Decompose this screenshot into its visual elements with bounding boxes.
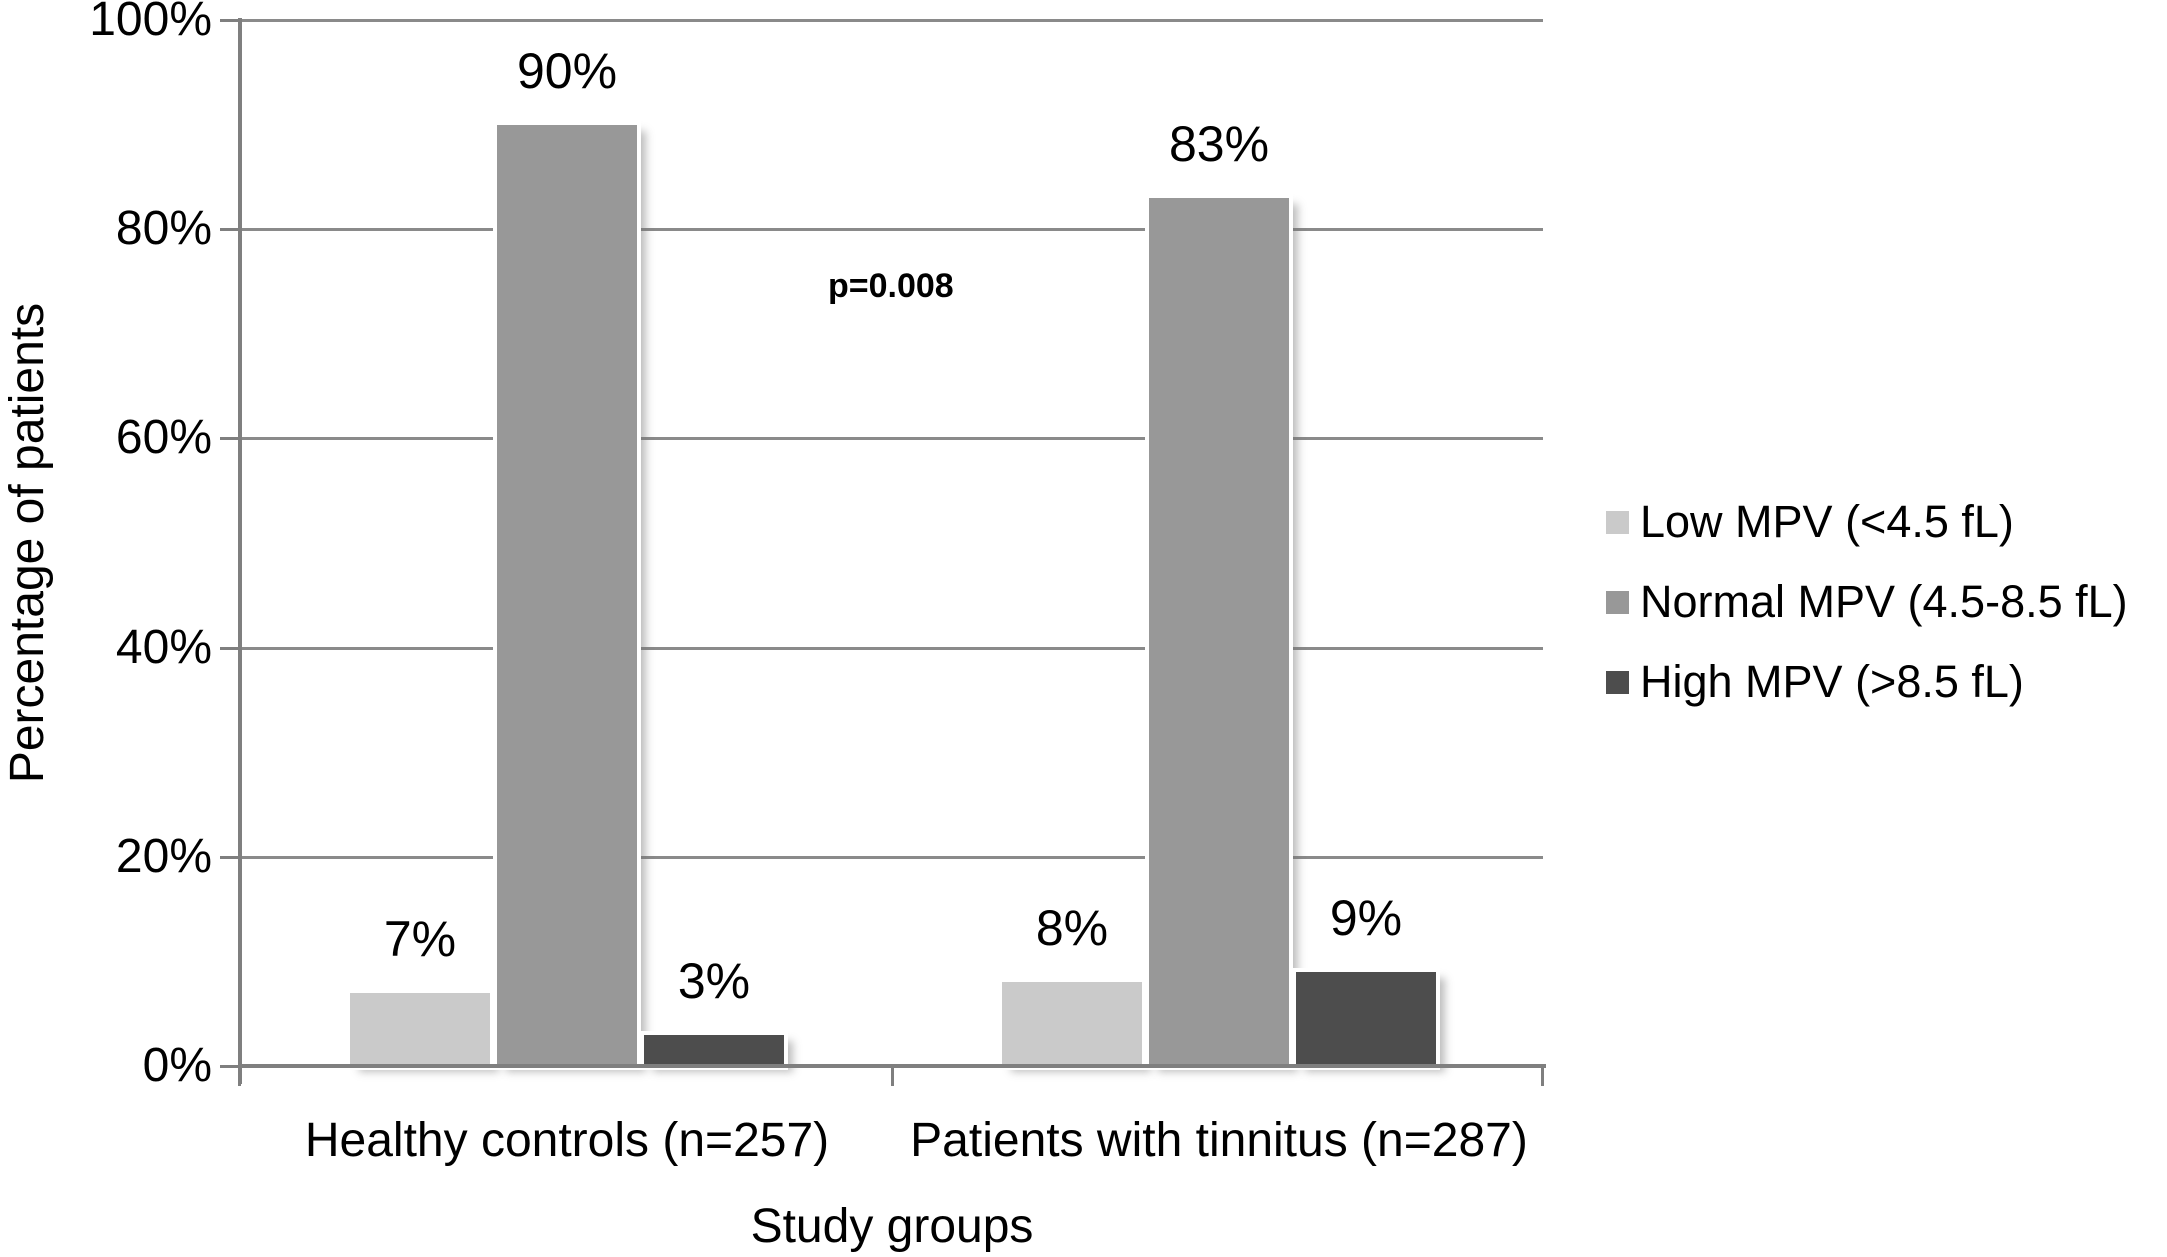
legend-item-3: High MPV (>8.5 fL)	[1606, 656, 2128, 708]
gridline-100	[240, 19, 1543, 22]
legend-swatch-1	[1606, 510, 1629, 534]
gridline-40	[240, 646, 1543, 650]
y-axis-line	[238, 18, 242, 1084]
bar-low-group1	[346, 989, 494, 1070]
bar-high-group1	[640, 1031, 788, 1070]
legend-label-1: Low MPV (<4.5 fL)	[1640, 496, 2014, 547]
y-axis-tick-0%	[220, 1065, 240, 1068]
value-label-90: 90%	[516, 43, 618, 99]
value-label-83: 83%	[1168, 116, 1270, 172]
bar-normal-group1	[493, 121, 641, 1070]
y-axis-tick-80%	[220, 228, 240, 232]
bar-low-group2	[998, 978, 1146, 1070]
legend: Low MPV (<4.5 fL) Normal MPV (4.5-8.5 fL)…	[1606, 496, 2128, 736]
bar-normal-group2	[1145, 194, 1293, 1070]
y-tick-label-20%: 20%	[115, 829, 212, 883]
y-axis-tick-20%	[220, 855, 240, 859]
gridline-60	[240, 437, 1543, 441]
gridline-80	[240, 228, 1543, 232]
y-axis-tick-40%	[220, 646, 240, 650]
x-axis-tick-2	[1541, 1066, 1544, 1086]
p-value-annotation: p=0.008	[828, 267, 954, 305]
y-tick-label-80%: 80%	[115, 202, 212, 256]
legend-item-2: Normal MPV (4.5-8.5 fL)	[1606, 576, 2128, 628]
y-axis-title: Percentage of patients	[1, 302, 54, 784]
y-tick-label-60%: 60%	[115, 411, 212, 465]
y-axis-tick-60%	[220, 437, 240, 441]
gridline-20	[240, 855, 1543, 859]
legend-item-1: Low MPV (<4.5 fL)	[1606, 496, 2128, 548]
legend-swatch-2	[1606, 590, 1629, 614]
legend-label-2: Normal MPV (4.5-8.5 fL)	[1640, 576, 2128, 627]
category-label-1: Healthy controls (n=257)	[304, 1114, 830, 1167]
y-tick-label-0%: 0%	[142, 1039, 212, 1092]
value-label-9: 9%	[1329, 890, 1403, 946]
y-tick-label-100%: 100%	[89, 0, 212, 46]
bar-high-group2	[1292, 968, 1440, 1070]
value-label-3: 3%	[677, 953, 751, 1009]
value-label-8: 8%	[1035, 900, 1109, 956]
legend-swatch-3	[1606, 670, 1629, 694]
y-tick-label-40%: 40%	[115, 620, 212, 674]
y-axis-tick-100%	[220, 19, 240, 22]
x-axis-title: Study groups	[750, 1200, 1034, 1253]
x-axis-tick-1	[891, 1066, 894, 1086]
value-label-7: 7%	[383, 911, 457, 967]
x-axis-tick-0	[238, 1066, 241, 1086]
legend-label-3: High MPV (>8.5 fL)	[1640, 656, 2024, 707]
category-label-2: Patients with tinnitus (n=287)	[910, 1114, 1528, 1167]
